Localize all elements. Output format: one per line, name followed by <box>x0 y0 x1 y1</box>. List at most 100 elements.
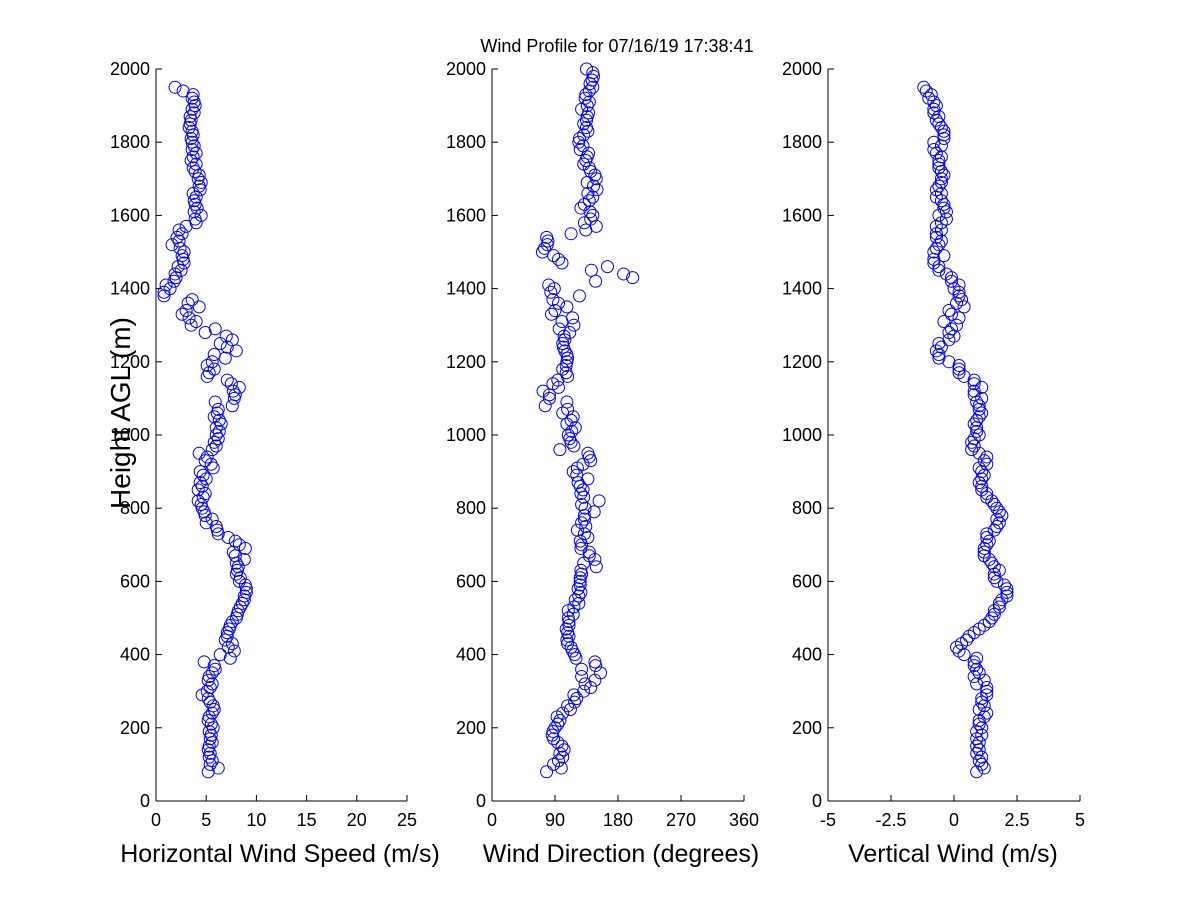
data-point <box>556 406 570 420</box>
data-point <box>582 545 596 559</box>
data-point <box>209 439 223 453</box>
data-point <box>187 106 201 120</box>
data-point <box>205 706 219 720</box>
data-point <box>168 80 182 94</box>
data-point <box>220 340 234 354</box>
data-point <box>967 439 981 453</box>
data-point <box>944 274 958 288</box>
data-point <box>937 249 951 263</box>
data-point <box>203 746 217 760</box>
data-point <box>195 479 209 493</box>
data-point <box>580 62 593 76</box>
data-point <box>922 91 936 105</box>
data-point <box>163 282 177 296</box>
y-tick-label: 600 <box>456 571 486 591</box>
x-tick-label: 270 <box>666 810 696 830</box>
data-point <box>934 175 948 189</box>
data-point <box>952 278 966 292</box>
data-point <box>570 692 584 706</box>
data-point <box>581 446 595 460</box>
y-tick-label: 800 <box>792 498 822 518</box>
y-tick-label: 0 <box>140 791 150 811</box>
data-point <box>567 688 581 702</box>
data-point <box>185 293 199 307</box>
x-tick-label: 360 <box>729 810 759 830</box>
data-point <box>207 362 221 376</box>
data-point <box>183 110 197 124</box>
data-point <box>564 227 578 241</box>
data-point <box>239 585 253 599</box>
data-point <box>567 318 581 332</box>
data-point <box>562 618 576 632</box>
data-point <box>187 95 201 109</box>
data-point <box>159 278 173 292</box>
data-point <box>577 128 591 142</box>
x-tick-label: 5 <box>201 810 211 830</box>
data-point <box>970 424 984 438</box>
data-point <box>975 695 989 709</box>
data-point <box>172 234 186 248</box>
figure-title: Wind Profile for 07/16/19 17:38:41 <box>480 36 753 56</box>
data-point <box>192 179 206 193</box>
data-point <box>175 307 189 321</box>
data-point <box>967 377 981 391</box>
y-tick-label: 400 <box>120 645 150 665</box>
data-point <box>546 724 560 738</box>
data-point <box>975 757 989 771</box>
x-tick-label: 0 <box>487 810 497 830</box>
data-point <box>237 589 251 603</box>
data-point <box>175 249 189 263</box>
y-tick-label: 1600 <box>782 205 822 225</box>
data-point <box>987 607 1001 621</box>
data-point <box>588 655 602 669</box>
data-point <box>560 395 574 409</box>
data-point <box>223 651 237 665</box>
data-point <box>573 578 587 592</box>
data-point <box>942 355 956 369</box>
data-point <box>932 347 946 361</box>
x-axis-label-wind-direction: Wind Direction (degrees) <box>483 840 760 868</box>
data-point <box>233 571 247 585</box>
data-point <box>975 483 989 497</box>
data-point <box>559 622 573 636</box>
y-tick-label: 800 <box>456 498 486 518</box>
data-point <box>187 139 201 153</box>
data-point <box>586 208 600 222</box>
data-point <box>189 315 203 329</box>
data-point <box>939 205 953 219</box>
data-point <box>970 739 984 753</box>
data-point <box>577 157 591 171</box>
data-point <box>573 132 586 146</box>
y-tick-label: 1800 <box>110 132 150 152</box>
panel-vertical-wind: Vertical Wind (m/s) 0 200 400 600 800 1000 120… <box>782 59 1085 868</box>
panel-horizontal-wind-speed: Height AGL (m) Horizontal Wind Speed (m/… <box>105 59 440 868</box>
data-point <box>224 377 238 391</box>
data-point <box>206 461 220 475</box>
data-point <box>972 754 986 768</box>
x-tick-label: 0 <box>151 810 161 830</box>
x-tick-label: 15 <box>297 810 317 830</box>
data-point <box>181 296 195 310</box>
data-point <box>952 358 966 372</box>
data-point <box>213 648 227 662</box>
data-point <box>175 227 189 241</box>
x-axis-label-horizontal-wind-speed: Horizontal Wind Speed (m/s) <box>120 840 440 868</box>
data-point <box>572 589 586 603</box>
data-point <box>186 161 200 175</box>
data-point <box>208 322 222 336</box>
data-point <box>536 384 550 398</box>
y-tick-label: 800 <box>120 498 150 518</box>
data-point <box>203 757 217 771</box>
data-point <box>972 717 986 731</box>
data-point <box>571 476 585 490</box>
data-point <box>220 626 234 640</box>
data-point <box>237 593 251 607</box>
data-point <box>207 659 221 673</box>
data-point <box>540 230 554 244</box>
data-point <box>972 446 986 460</box>
data-point <box>582 95 596 109</box>
data-point <box>967 388 981 402</box>
y-tick-label: 400 <box>792 645 822 665</box>
data-point <box>577 117 591 131</box>
data-point <box>552 252 565 266</box>
